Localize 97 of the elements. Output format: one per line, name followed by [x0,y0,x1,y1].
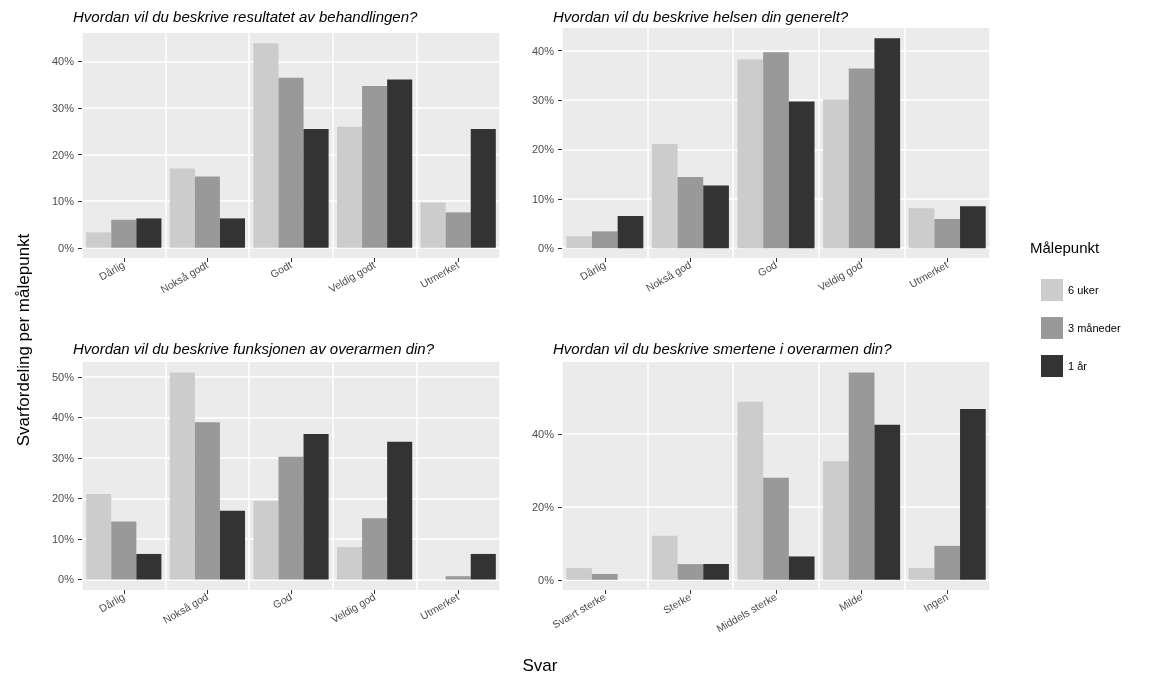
legend-title: Målepunkt [1030,239,1101,256]
legend-label: 6 uker [1068,284,1099,296]
bar [303,128,329,248]
y-tick-label: 0% [538,242,555,255]
bar [303,434,329,580]
y-tick-label: 50% [51,370,75,383]
y-tick-label: 10% [51,532,75,545]
bar [591,573,618,580]
y-tick-label: 40% [51,411,75,424]
bar [111,219,137,248]
x-tick-label: Veldig god [329,591,378,626]
y-tick-label: 30% [51,102,75,114]
y-tick-label: 10% [51,195,75,208]
bar [566,568,592,580]
bar [591,231,618,249]
bar [651,535,678,580]
bar [253,500,279,580]
bar [934,545,961,580]
x-tick-label: Milde [837,591,865,614]
bar [737,59,764,249]
bar [677,564,704,580]
chart-title: Hvordan vil du beskrive helsen din generelt? [553,8,849,25]
bar [253,43,279,248]
y-tick-label: 0% [538,573,555,586]
y-tick-label: 20% [51,148,75,161]
bar [763,52,789,249]
x-tick-label: Dårlig [97,591,127,615]
legend-label: 1 år [1068,360,1088,372]
y-tick-label: 20% [51,492,75,505]
bar [420,202,446,248]
y-axis-title: Svarfordeling per målepunkt [14,233,34,447]
x-tick-label: God [756,259,779,279]
y-tick-label: 20% [531,500,555,513]
bar [86,232,112,248]
bar [278,456,304,580]
y-tick-label: 30% [531,94,555,107]
y-tick-label: 40% [531,427,555,440]
bar [651,143,678,249]
bar [934,219,961,249]
bar [470,553,496,580]
bar [908,568,935,580]
y-tick-label: 0% [58,241,75,254]
bar [387,79,413,248]
bar [874,424,901,580]
bar [823,99,849,249]
bar [848,372,875,580]
bar [960,206,986,249]
y-tick-label: 0% [58,573,75,586]
chart-title: Hvordan vil du beskrive smertene i overarmen din? [553,340,893,357]
chart-title: Hvordan vil du beskrive resultatet av behandlingen? [73,8,419,25]
bar [169,168,195,248]
y-tick-label: 40% [51,55,75,68]
y-tick-label: 40% [531,44,555,57]
bar [848,68,875,249]
bar [617,216,644,249]
legend-label: 3 måneder [1068,322,1121,334]
bar [336,126,363,248]
x-tick-label: Godt [268,259,294,281]
bar [703,185,729,249]
bar [362,86,388,248]
bar [763,477,789,580]
bar [136,218,162,248]
y-tick-label: 30% [51,451,75,464]
bar [445,212,471,248]
bar [194,176,220,248]
bar [111,521,137,580]
x-tick-label: God [271,591,294,611]
bar [194,422,220,580]
y-tick-label: 20% [531,143,555,156]
bar [136,553,162,580]
x-tick-label: Dårlig [578,259,608,283]
bar [566,236,592,249]
x-tick-label: Ingen [921,591,951,614]
bar [219,218,246,248]
bar [788,556,815,580]
bar [788,101,815,249]
chart-title: Hvordan vil du beskrive funksjonen av overarmen din? [73,340,435,357]
bar [470,128,496,248]
bar [445,576,471,580]
bar [362,518,388,580]
bar [677,177,704,249]
bar [387,441,413,580]
x-axis-title: Svar [522,656,558,676]
y-tick-label: 10% [531,192,555,205]
x-tick-label: Veldig god [816,259,865,294]
bar [278,77,304,248]
bar [703,564,729,580]
bar [86,494,112,580]
x-tick-label: Dårlig [97,259,127,283]
bar [908,208,935,249]
bar [960,409,986,580]
bar [336,547,363,580]
bar [169,372,195,580]
bar [823,461,849,580]
bar [874,38,901,249]
bar [737,401,764,580]
bar [219,510,246,580]
